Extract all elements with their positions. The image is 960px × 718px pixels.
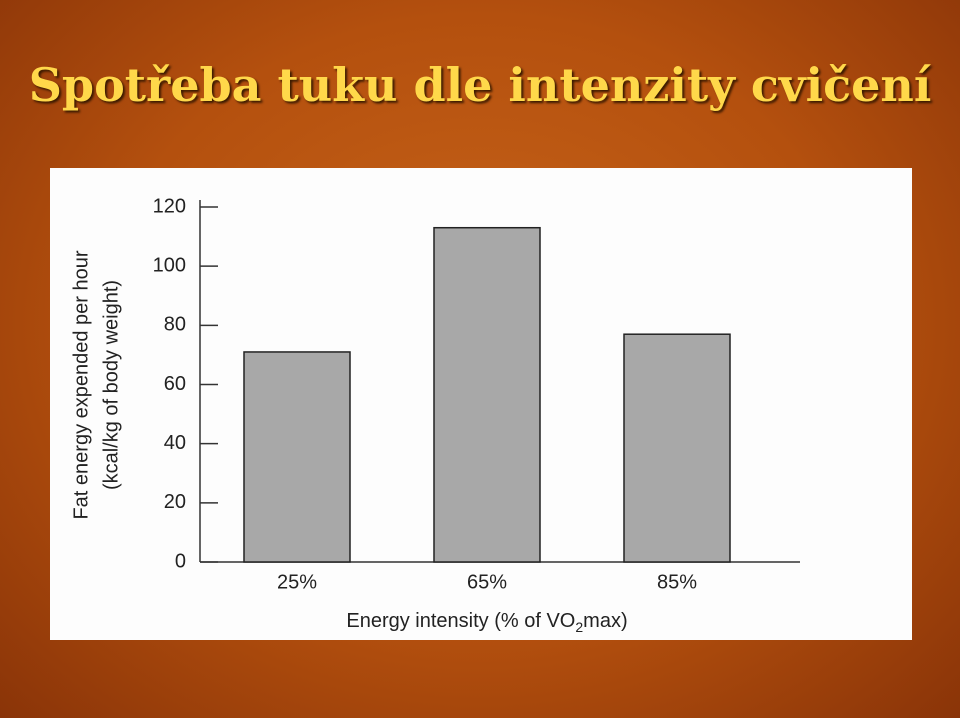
x-tick-label: 25%	[277, 571, 317, 593]
bar	[243, 351, 351, 563]
y-tick-label: 60	[164, 373, 186, 395]
y-tick-label: 0	[175, 550, 186, 572]
slide-title: Spotřeba tuku dle intenzity cvičení	[28, 58, 932, 112]
y-tick-label: 120	[153, 195, 186, 217]
x-axis-label-part: 2	[575, 619, 583, 635]
x-axis-label: Energy intensity (% of VO2max)	[346, 610, 627, 634]
bar	[433, 226, 541, 563]
y-tick-label: 80	[164, 314, 186, 336]
x-tick-label: 85%	[657, 571, 697, 593]
y-axis-label: (kcal/kg of body weight)	[100, 280, 122, 490]
y-tick-label: 100	[153, 254, 186, 276]
y-tick-label: 20	[164, 491, 186, 513]
x-axis-label-part: Energy intensity (% of VO	[346, 610, 575, 632]
y-axis-label: Fat energy expended per hour	[70, 250, 92, 519]
y-tick-label: 40	[164, 432, 186, 454]
x-axis-label-part: max)	[583, 610, 627, 632]
x-tick-label: 65%	[467, 571, 507, 593]
bar	[623, 333, 731, 563]
